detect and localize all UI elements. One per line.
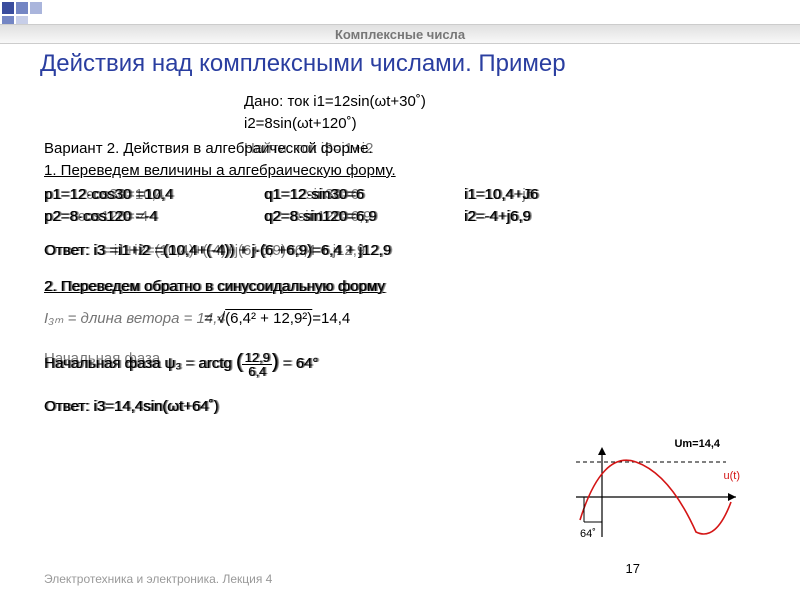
x-arrow [728, 493, 736, 501]
q2-value: q2=8·sin120=6,9 [264, 208, 377, 225]
given-line2: i2=8sin(ωt+120˚) [244, 114, 754, 134]
phase-label: Начальная фаза ψ₃ = arctg (12,96,4) = 64… [44, 355, 318, 372]
sqrt-radicand: (6,4² + 12,9²) [225, 310, 312, 327]
phase-label-text: Начальная фаза ψ₃ = arctg [44, 355, 232, 372]
y-arrow [598, 447, 606, 455]
angle-label: 64˚ [580, 528, 596, 540]
final-text: Ответ: i3=14,4sin(ωt+64˚) [44, 398, 219, 415]
phase-result: = 64° [283, 355, 319, 372]
answer1: Ответ: i3=i1+i2=(10,4)+(-4)+j(6+6,9)=6,4… [44, 241, 754, 263]
page-title: Действия над комплексными числами. Приме… [40, 50, 566, 78]
i3m-ghost: I₃ₘ = длина ветора = 14,4 [44, 309, 226, 329]
i3m-sqrt: = √(6,4² + 12,9²)=14,4 [204, 309, 350, 329]
i2-value: i2=-4+j6,9 [464, 208, 531, 225]
section-header: Комплексные числа [0, 24, 800, 44]
phase-num: 12,9 [242, 351, 271, 365]
step2-heading: 2. Переведем обратно в синусоидальную фо… [44, 277, 754, 299]
step2-text: 2. Переведем обратно в синусоидальную фо… [44, 278, 385, 295]
variant-line: Найти: ток i3=i1+i2 Вариант 2. Действия … [44, 139, 754, 159]
i3m-formula: I₃ₘ = длина ветора = 14,4 = √(6,4² + 12,… [44, 309, 754, 335]
phase-den: 6,4 [242, 365, 271, 378]
slide-content: Дано: ток i1=12sin(ωt+30˚) i2=8sin(ωt+12… [44, 92, 754, 419]
p2-value: p2=8·cos120 =-4 [44, 208, 157, 225]
footer-text: Электротехника и электроника. Лекция 4 [44, 572, 272, 586]
variant-text: Вариант 2. Действия в алгебраической фор… [44, 140, 373, 157]
step1-heading: 1. Переведем величины а алгебраическую ф… [44, 161, 754, 181]
sqrt-prefix: = √ [204, 310, 225, 327]
calc-table: p1=12cos30=10,4 p1=12·cos30 =10,4 q1=12s… [44, 185, 754, 229]
p1-value: p1=12·cos30 =10,4 [44, 186, 173, 203]
i1-value: i1=10,4+J6 [464, 186, 538, 203]
i3m-result: =14,4 [312, 310, 350, 327]
final-answer: Ответ: i3=14,4sin(ωt+64˚) Ответ: i3=14,4… [44, 397, 754, 419]
answer1-text: Ответ: i3 =i1+i2 =(10,4+(-4)) + j·(6 +6,… [44, 242, 391, 259]
q1-value: q1=12·sin30=6 [264, 186, 364, 203]
ut-label: u(t) [724, 470, 741, 482]
phase-formula: Начальная фаза Начальная фаза ψ₃ = arctg… [44, 349, 754, 381]
given-line1: Дано: ток i1=12sin(ωt+30˚) [244, 92, 754, 112]
sine-diagram: Um=14,4 u(t) 64˚ [566, 442, 746, 542]
um-label: Um=14,4 [674, 438, 720, 450]
page-number: 17 [626, 561, 640, 576]
